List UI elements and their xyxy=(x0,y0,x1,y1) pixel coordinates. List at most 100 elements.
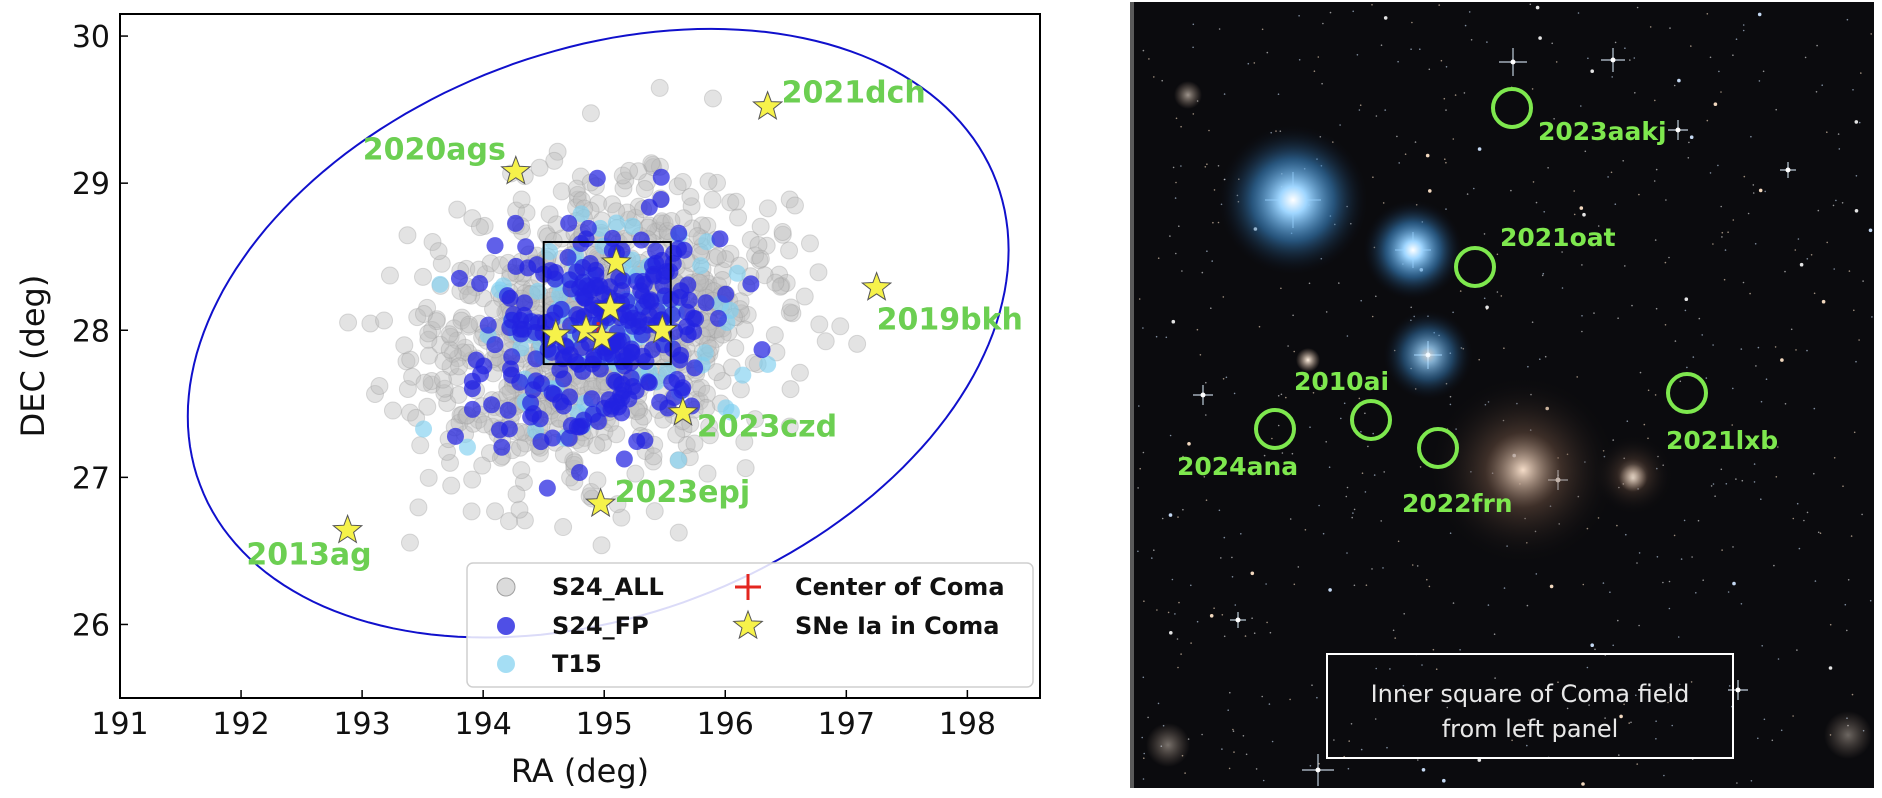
s24-all-point xyxy=(706,330,725,349)
s24-all-point xyxy=(418,397,437,416)
s24-all-point xyxy=(781,380,800,399)
s24-all-point xyxy=(649,221,668,240)
legend-label-s24-fp: S24_FP xyxy=(552,612,649,640)
s24-fp-point xyxy=(450,269,468,287)
sn-label: 2020ags xyxy=(363,132,506,167)
s24-all-point xyxy=(400,533,419,552)
t15-point xyxy=(698,233,716,251)
sn-star xyxy=(540,318,572,348)
s24-all-point xyxy=(361,314,380,333)
s24-all-point xyxy=(398,380,417,399)
sn-star xyxy=(600,246,632,276)
sn-circle-2021oat xyxy=(1454,246,1496,288)
s24-all-point xyxy=(445,319,464,338)
s24-fp-point xyxy=(501,289,519,307)
s24-all-point xyxy=(640,216,659,235)
sn-circle-2022frn xyxy=(1417,427,1459,469)
s24-all-point xyxy=(620,161,639,180)
s24-fp-point xyxy=(584,296,602,314)
s24-all-point xyxy=(785,196,804,215)
x-tick-label: 195 xyxy=(576,707,633,742)
s24-all-point xyxy=(440,325,459,344)
s24-fp-point xyxy=(657,263,675,281)
s24-all-point xyxy=(703,190,722,209)
s24-fp-point xyxy=(637,353,655,371)
sn-star xyxy=(646,313,678,344)
s24-all-point xyxy=(486,502,505,521)
t15-point xyxy=(431,275,449,293)
s24-all-point xyxy=(339,313,358,332)
s24-all-point xyxy=(395,336,414,355)
s24-fp-point xyxy=(577,230,595,248)
bright-stars xyxy=(1146,81,1872,767)
legend-marker-t15 xyxy=(497,655,515,673)
s24-all-point xyxy=(800,234,819,253)
s24-all-point xyxy=(475,216,494,235)
s24-all-point xyxy=(548,142,567,161)
s24-fp-point xyxy=(636,432,654,450)
plot-frame xyxy=(119,13,1041,699)
s24-all-point xyxy=(413,267,432,286)
s24-all-point xyxy=(511,438,530,457)
s24-all-point xyxy=(460,315,479,334)
s24-fp-point xyxy=(560,214,578,232)
s24-all-point xyxy=(706,248,725,267)
s24-all-point xyxy=(669,523,688,542)
sn-photo-label-2021oat: 2021oat xyxy=(1500,223,1616,252)
inner-square xyxy=(542,241,672,366)
s24-fp-point xyxy=(599,345,617,363)
s24-all-point xyxy=(780,417,799,436)
s24-all-point xyxy=(463,470,482,489)
sn-circle-markers xyxy=(1254,87,1708,469)
s24-all-point xyxy=(440,453,459,472)
s24-fp-point xyxy=(463,372,481,390)
s24-fp-point xyxy=(559,248,577,266)
s24-all-point xyxy=(773,222,792,241)
s24-all-point xyxy=(427,312,446,331)
t15-point xyxy=(759,355,777,373)
s24-all-point xyxy=(375,311,394,330)
s24-all-point xyxy=(809,263,828,282)
s24-all-point xyxy=(589,194,608,213)
s24-fp-point xyxy=(640,198,658,216)
s24-fp-point xyxy=(503,348,521,366)
s24-all-point xyxy=(463,209,482,228)
s24-all-point xyxy=(757,236,776,255)
s24-all-point xyxy=(448,331,467,350)
s24-fp-point xyxy=(607,333,625,351)
s24-all-point xyxy=(700,426,719,445)
sn-photo-labels: 2023aakj 2021oat 2010ai 2021lxb 2024ana … xyxy=(1177,117,1778,518)
s24-all-point xyxy=(588,471,607,490)
s24-all-point xyxy=(650,78,669,97)
s24-all-point xyxy=(795,287,814,306)
s24-fp-point xyxy=(555,370,573,388)
s24-all-point xyxy=(729,208,748,227)
sn-photo-label-2010ai: 2010ai xyxy=(1294,367,1389,396)
s24-all-point xyxy=(746,246,765,265)
t15-point xyxy=(541,243,559,261)
sn-label: 2013ag xyxy=(246,537,371,572)
legend-marker-s24-all xyxy=(496,577,516,597)
s24-all-point xyxy=(454,343,473,362)
s24-all-point xyxy=(427,310,446,329)
s24-all-point xyxy=(643,155,662,174)
s24-all-point xyxy=(668,177,687,196)
s24-fp-point xyxy=(511,320,529,338)
legend-label-center: Center of Coma xyxy=(795,573,1005,601)
s24-fp-point xyxy=(571,279,589,297)
s24-all-point xyxy=(545,151,564,170)
legend: S24_ALL S24_FP T15 Center of Coma SNe Ia… xyxy=(466,562,1034,688)
s24-all-point xyxy=(616,171,635,190)
caption-line-1: Inner square of Coma field xyxy=(1371,680,1690,708)
s24-all-point xyxy=(738,305,757,324)
s24-all-point xyxy=(581,104,600,123)
s24-all-point xyxy=(422,371,441,390)
t15-point xyxy=(591,219,609,237)
s24-fp-point xyxy=(544,429,562,447)
sn-label: 2023czd xyxy=(697,410,837,445)
s24-all-point xyxy=(713,371,732,390)
s24-all-point xyxy=(414,304,433,323)
t15-point xyxy=(572,205,590,223)
s24-all-point xyxy=(403,367,422,386)
s24-fp-point xyxy=(632,231,650,249)
